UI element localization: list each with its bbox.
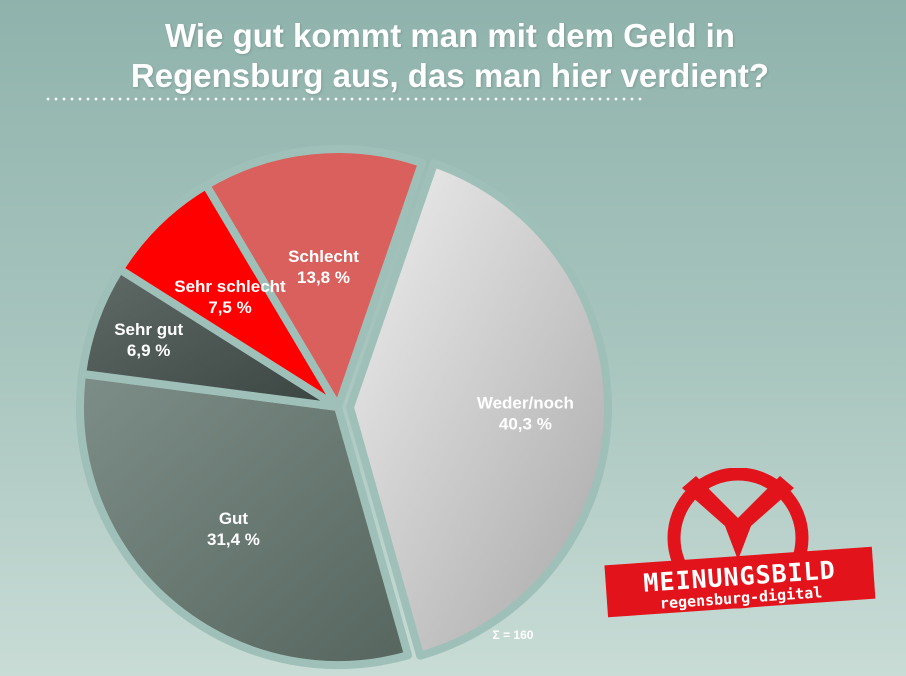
pie-slice-schlecht bbox=[202, 145, 426, 411]
pie-slice-gut bbox=[76, 369, 413, 669]
slice-value-label: 40,3 % bbox=[499, 414, 552, 433]
slice-label-4: Schlecht 13,8 % bbox=[288, 247, 359, 287]
dotted-divider bbox=[44, 97, 646, 101]
meinungsbild-logo: MEINUNGSBILD regensburg-digital bbox=[604, 468, 876, 618]
slice-label-1: Gut 31,4 % bbox=[207, 509, 260, 549]
slice-value-label: 6,9 % bbox=[127, 341, 170, 360]
pie-slice-weder-noch bbox=[345, 159, 612, 660]
title-line-1: Wie gut kommt man mit dem Geld in bbox=[165, 17, 735, 54]
slice-value-label: 13,8 % bbox=[297, 268, 350, 287]
slice-category-label: Sehr gut bbox=[114, 320, 183, 339]
slice-category-label: Weder/noch bbox=[477, 393, 574, 412]
slice-label-3: Sehr schlecht 7,5 % bbox=[174, 277, 286, 317]
sample-size-label: Σ = 160 bbox=[492, 628, 534, 642]
slice-category-label: Schlecht bbox=[288, 247, 359, 266]
slice-label-0: Weder/noch 40,3 % bbox=[477, 393, 574, 433]
slice-value-label: 31,4 % bbox=[207, 530, 260, 549]
slice-value-label: 7,5 % bbox=[208, 298, 251, 317]
slice-category-label: Gut bbox=[219, 509, 249, 528]
slice-label-2: Sehr gut 6,9 % bbox=[114, 320, 183, 360]
title-line-2: Regensburg aus, das man hier verdient? bbox=[130, 57, 770, 94]
pie-slice-sehr-schlecht bbox=[115, 181, 342, 411]
slice-category-label: Sehr schlecht bbox=[174, 277, 286, 296]
chart-title: Wie gut kommt man mit dem Geld in Regens… bbox=[90, 16, 810, 96]
